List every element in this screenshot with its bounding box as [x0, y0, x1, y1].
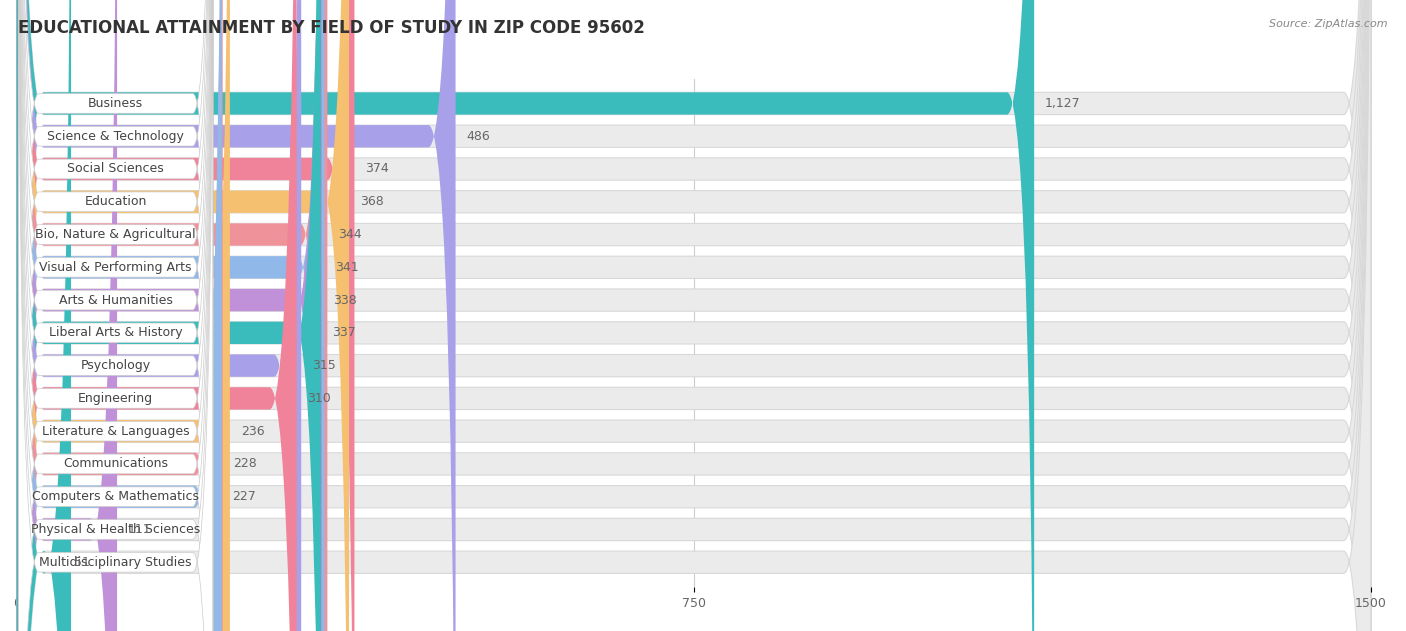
Text: Bio, Nature & Agricultural: Bio, Nature & Agricultural	[35, 228, 195, 241]
Text: 111: 111	[128, 523, 152, 536]
Text: Source: ZipAtlas.com: Source: ZipAtlas.com	[1270, 19, 1388, 29]
Text: 338: 338	[333, 293, 357, 307]
Text: 341: 341	[336, 261, 359, 274]
FancyBboxPatch shape	[17, 0, 301, 631]
FancyBboxPatch shape	[17, 0, 231, 631]
Text: Social Sciences: Social Sciences	[67, 163, 165, 175]
Text: 344: 344	[339, 228, 361, 241]
FancyBboxPatch shape	[17, 0, 1035, 631]
Text: Psychology: Psychology	[80, 359, 150, 372]
FancyBboxPatch shape	[18, 0, 212, 631]
FancyBboxPatch shape	[17, 0, 349, 631]
FancyBboxPatch shape	[17, 0, 1371, 631]
FancyBboxPatch shape	[17, 0, 117, 631]
FancyBboxPatch shape	[17, 0, 1371, 631]
FancyBboxPatch shape	[18, 0, 212, 631]
FancyBboxPatch shape	[18, 0, 212, 631]
Text: 315: 315	[312, 359, 336, 372]
Text: Literature & Languages: Literature & Languages	[42, 425, 190, 438]
Text: 337: 337	[332, 326, 356, 339]
Text: Arts & Humanities: Arts & Humanities	[59, 293, 173, 307]
Text: Physical & Health Sciences: Physical & Health Sciences	[31, 523, 200, 536]
FancyBboxPatch shape	[17, 0, 1371, 631]
FancyBboxPatch shape	[18, 0, 212, 631]
FancyBboxPatch shape	[17, 0, 222, 631]
FancyBboxPatch shape	[17, 0, 354, 631]
FancyBboxPatch shape	[18, 0, 212, 631]
FancyBboxPatch shape	[17, 0, 222, 631]
FancyBboxPatch shape	[18, 0, 212, 631]
Text: Communications: Communications	[63, 457, 169, 471]
FancyBboxPatch shape	[17, 0, 322, 631]
FancyBboxPatch shape	[17, 0, 321, 631]
Text: 227: 227	[232, 490, 256, 503]
Text: Science & Technology: Science & Technology	[48, 130, 184, 143]
Text: 1,127: 1,127	[1045, 97, 1081, 110]
Text: Business: Business	[89, 97, 143, 110]
FancyBboxPatch shape	[17, 0, 1371, 631]
FancyBboxPatch shape	[18, 0, 212, 631]
FancyBboxPatch shape	[18, 0, 212, 631]
FancyBboxPatch shape	[17, 0, 72, 631]
FancyBboxPatch shape	[17, 0, 325, 631]
FancyBboxPatch shape	[17, 0, 1371, 631]
Text: Engineering: Engineering	[79, 392, 153, 405]
FancyBboxPatch shape	[18, 0, 212, 631]
FancyBboxPatch shape	[17, 0, 1371, 631]
Text: Visual & Performing Arts: Visual & Performing Arts	[39, 261, 193, 274]
FancyBboxPatch shape	[18, 0, 212, 631]
FancyBboxPatch shape	[17, 0, 1371, 631]
FancyBboxPatch shape	[17, 0, 1371, 631]
FancyBboxPatch shape	[17, 0, 1371, 631]
FancyBboxPatch shape	[18, 0, 212, 631]
FancyBboxPatch shape	[17, 0, 328, 631]
Text: Multidisciplinary Studies: Multidisciplinary Studies	[39, 556, 193, 569]
Text: 310: 310	[308, 392, 332, 405]
FancyBboxPatch shape	[17, 0, 1371, 631]
FancyBboxPatch shape	[17, 0, 1371, 631]
FancyBboxPatch shape	[17, 0, 297, 631]
Text: 236: 236	[240, 425, 264, 438]
Text: 368: 368	[360, 195, 384, 208]
FancyBboxPatch shape	[18, 0, 212, 631]
Text: Liberal Arts & History: Liberal Arts & History	[49, 326, 183, 339]
Text: Computers & Mathematics: Computers & Mathematics	[32, 490, 200, 503]
Text: 486: 486	[467, 130, 491, 143]
Text: 228: 228	[233, 457, 257, 471]
Text: 374: 374	[366, 163, 389, 175]
Text: 51: 51	[73, 556, 90, 569]
Text: Education: Education	[84, 195, 146, 208]
FancyBboxPatch shape	[18, 0, 212, 631]
FancyBboxPatch shape	[18, 0, 212, 631]
FancyBboxPatch shape	[18, 0, 212, 631]
FancyBboxPatch shape	[17, 0, 456, 631]
Text: EDUCATIONAL ATTAINMENT BY FIELD OF STUDY IN ZIP CODE 95602: EDUCATIONAL ATTAINMENT BY FIELD OF STUDY…	[18, 19, 645, 37]
FancyBboxPatch shape	[17, 0, 1371, 631]
FancyBboxPatch shape	[17, 0, 1371, 631]
FancyBboxPatch shape	[17, 0, 1371, 631]
FancyBboxPatch shape	[17, 0, 1371, 631]
